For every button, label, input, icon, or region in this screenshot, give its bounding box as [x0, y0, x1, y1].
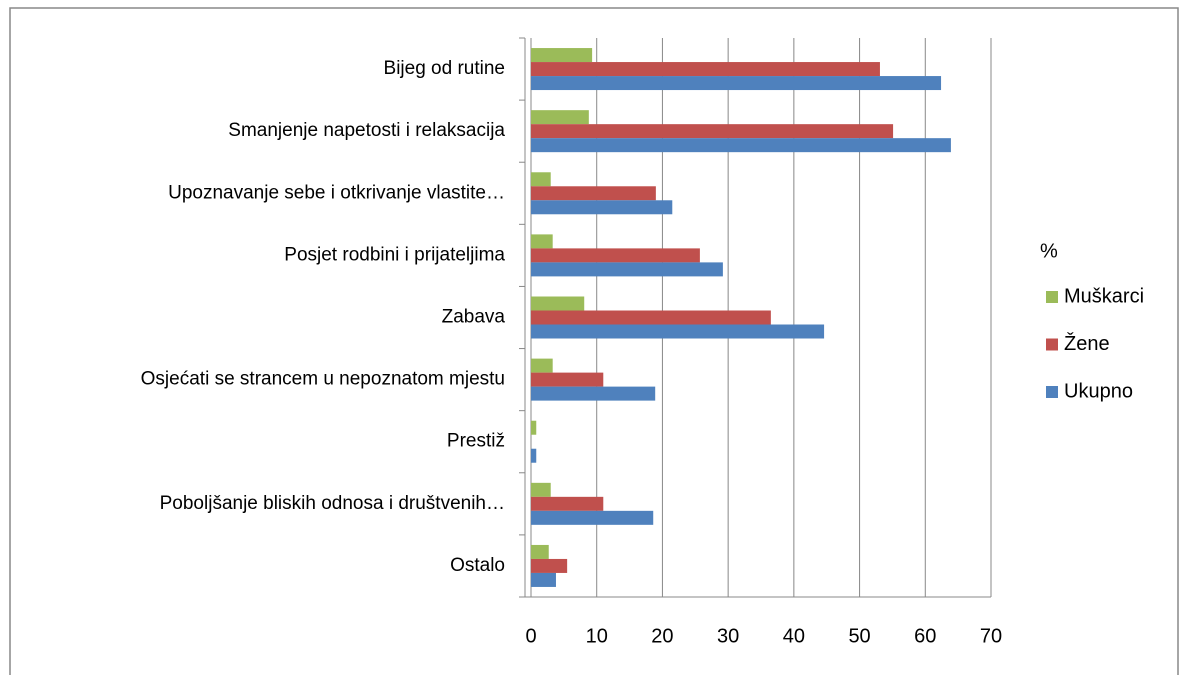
y-tick-label: Upoznavanje sebe i otkrivanje vlastite… — [168, 182, 505, 203]
bar — [531, 310, 771, 325]
bar — [531, 296, 585, 311]
bar — [531, 138, 951, 153]
x-tick-label: 10 — [586, 625, 608, 647]
bar — [531, 186, 656, 201]
x-tick-label: 30 — [717, 625, 739, 647]
bar — [531, 234, 553, 249]
bar — [531, 558, 568, 573]
legend-swatch — [1046, 386, 1058, 398]
bar — [531, 48, 593, 63]
bar — [531, 386, 656, 401]
bar — [531, 200, 673, 215]
x-tick-label: 20 — [651, 625, 673, 647]
y-tick-label: Ostalo — [450, 555, 505, 576]
bar — [531, 248, 700, 263]
bar — [531, 482, 551, 497]
y-tick-label: Posjet rodbini i prijateljima — [284, 244, 505, 265]
legend-label: Ukupno — [1064, 380, 1133, 402]
y-tick-label: Osjećati se strancem u nepoznatom mjestu — [141, 369, 505, 390]
y-tick-label: Smanjenje napetosti i relaksacija — [228, 120, 505, 141]
legend-swatch — [1046, 338, 1058, 351]
bar — [531, 110, 589, 125]
bar — [531, 76, 942, 91]
bar — [531, 172, 551, 187]
bar — [531, 372, 604, 387]
legend-label: Žene — [1064, 332, 1110, 355]
bar — [531, 510, 654, 525]
bar — [531, 124, 894, 139]
legend-label: Muškarci — [1064, 285, 1144, 307]
x-tick-label: 50 — [848, 625, 870, 647]
legend-title: % — [1040, 240, 1058, 262]
y-tick-label: Bijeg od rutine — [384, 58, 505, 79]
chart-frame — [9, 7, 1179, 675]
y-tick-label: Poboljšanje bliskih odnosa i društvenih… — [160, 493, 505, 514]
bar — [531, 62, 880, 77]
bar — [531, 262, 723, 277]
bar — [531, 358, 553, 373]
bar — [531, 572, 556, 587]
bar — [531, 324, 825, 339]
bar — [531, 496, 604, 511]
bar — [531, 420, 537, 435]
y-tick-label: Prestiž — [447, 431, 505, 452]
legend-swatch — [1046, 291, 1058, 303]
bar — [531, 544, 549, 559]
x-tick-label: 0 — [525, 625, 536, 647]
bar — [531, 448, 537, 463]
x-tick-label: 70 — [980, 625, 1002, 647]
x-tick-label: 60 — [914, 625, 936, 647]
x-tick-label: 40 — [783, 625, 805, 647]
y-tick-label: Zabava — [442, 307, 506, 328]
